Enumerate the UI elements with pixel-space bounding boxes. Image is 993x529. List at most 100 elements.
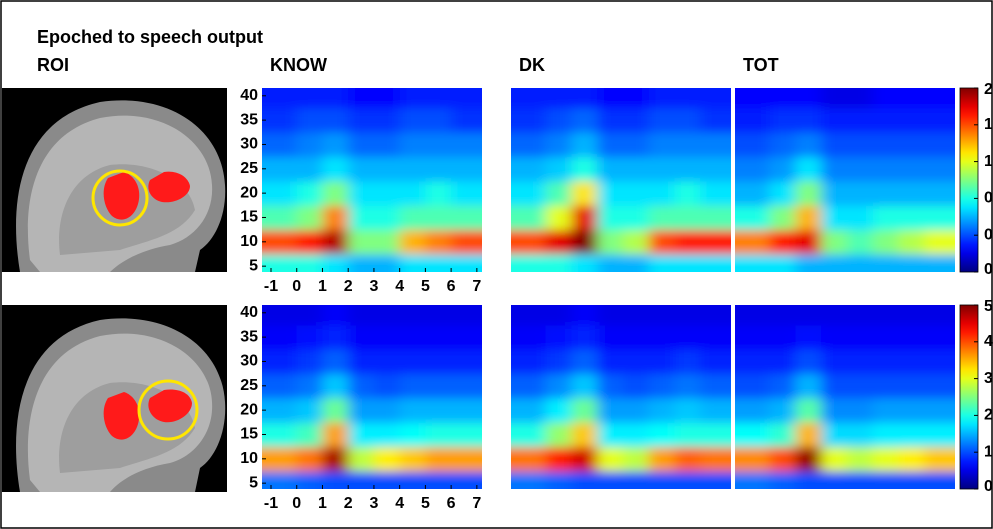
heatmap-cell xyxy=(399,205,426,231)
heatmap-cell xyxy=(872,305,899,326)
heatmap-cell xyxy=(597,229,624,255)
heatmap-cell xyxy=(846,446,874,472)
heatmap-cell xyxy=(674,373,701,399)
heatmap-cell xyxy=(545,470,572,489)
heatmap-cell xyxy=(795,132,822,158)
heatmap-cell xyxy=(296,324,323,350)
heatmap-cell xyxy=(425,88,452,109)
heatmap-cell xyxy=(846,470,874,489)
heatmap-cell xyxy=(735,470,771,489)
heatmap-cell xyxy=(898,205,925,231)
heatmap-cell xyxy=(545,205,572,231)
heatmap-cell xyxy=(674,156,701,182)
heatmap-cell xyxy=(451,373,482,399)
heatmap-cell xyxy=(622,107,650,133)
heatmap-cell xyxy=(322,422,349,448)
heatmap-cell xyxy=(924,132,955,158)
heatmap-cell xyxy=(769,107,796,133)
heatmap-cell xyxy=(571,446,598,472)
heatmap-cell xyxy=(795,205,822,231)
y-tick-label: 40 xyxy=(240,87,258,104)
heatmap-cell xyxy=(924,373,955,399)
heatmap-cell xyxy=(597,349,624,375)
heatmap-cell xyxy=(700,88,731,109)
heatmap-cell xyxy=(373,156,401,182)
heatmap-cell xyxy=(545,446,572,472)
heatmap-cell xyxy=(571,253,598,272)
heatmap-cell xyxy=(425,373,452,399)
heatmap-cell xyxy=(373,253,401,272)
colorbar xyxy=(959,304,979,490)
heatmap-cell xyxy=(262,180,298,206)
heatmap-cell xyxy=(348,349,375,375)
y-tick-label: 15 xyxy=(240,426,258,443)
heatmap-cells xyxy=(511,88,731,272)
heatmap-cell xyxy=(674,397,701,423)
colorbar-tick-label: 2 xyxy=(984,81,993,98)
heatmap-cell xyxy=(648,132,675,158)
heatmap-panel xyxy=(735,88,955,272)
heatmap-cell xyxy=(262,88,298,109)
y-tick-label: 35 xyxy=(240,111,258,128)
heatmap-cell xyxy=(597,324,624,350)
heatmap-cell xyxy=(898,349,925,375)
heatmap-cells xyxy=(262,88,482,272)
heatmap-cell xyxy=(511,253,547,272)
y-tick-label: 10 xyxy=(240,450,258,467)
colorbar-tick-label: 0.4 xyxy=(984,226,993,243)
x-tick-label: 0 xyxy=(292,278,301,295)
y-tick-label: 30 xyxy=(240,136,258,153)
heatmap-cell xyxy=(425,205,452,231)
heatmap-cell xyxy=(872,229,899,255)
heatmap-cell xyxy=(373,229,401,255)
heatmap-cells xyxy=(262,305,482,489)
heatmap-cell xyxy=(622,156,650,182)
heatmap-cell xyxy=(425,446,452,472)
heatmap-cell xyxy=(571,373,598,399)
x-tick-label: 3 xyxy=(369,495,378,512)
heatmap-cell xyxy=(924,107,955,133)
heatmap-cell xyxy=(674,107,701,133)
heatmap-cell xyxy=(545,253,572,272)
heatmap-cell xyxy=(795,156,822,182)
heatmap-cell xyxy=(648,446,675,472)
heatmap-cell xyxy=(821,88,848,109)
heatmap-cell xyxy=(511,180,547,206)
heatmap-cell xyxy=(700,107,731,133)
heatmap-cell xyxy=(348,305,375,326)
heatmap-cell xyxy=(622,132,650,158)
heatmap-cell xyxy=(769,446,796,472)
heatmap-cell xyxy=(545,349,572,375)
heatmap-cell xyxy=(262,305,298,326)
heatmap-cell xyxy=(735,305,771,326)
heatmap-cell xyxy=(674,446,701,472)
heatmap-cell xyxy=(597,107,624,133)
heatmap-cell xyxy=(898,305,925,326)
heatmap-cell xyxy=(648,156,675,182)
heatmap-cell xyxy=(348,156,375,182)
heatmap-cell xyxy=(373,324,401,350)
heatmap-cell xyxy=(348,446,375,472)
heatmap-cell xyxy=(898,324,925,350)
heatmap-cell xyxy=(898,397,925,423)
heatmap-cell xyxy=(296,107,323,133)
heatmap-cell xyxy=(399,324,426,350)
heatmap-cell xyxy=(597,470,624,489)
heatmap-cell xyxy=(648,305,675,326)
heatmap-cell xyxy=(322,180,349,206)
heatmap-cell xyxy=(769,422,796,448)
heatmap-cell xyxy=(597,305,624,326)
panel-title: TOT xyxy=(743,55,779,75)
heatmap-cell xyxy=(735,253,771,272)
heatmap-cell xyxy=(735,88,771,109)
heatmap-cell xyxy=(674,205,701,231)
heatmap-cell xyxy=(622,446,650,472)
heatmap-cell xyxy=(399,88,426,109)
heatmap-cell xyxy=(872,253,899,272)
heatmap-cell xyxy=(425,349,452,375)
heatmap-cell xyxy=(425,180,452,206)
heatmap-cell xyxy=(597,253,624,272)
colorbar-tick-label: 1.6 xyxy=(984,116,993,133)
heatmap-cell xyxy=(451,88,482,109)
heatmap-cell xyxy=(322,397,349,423)
